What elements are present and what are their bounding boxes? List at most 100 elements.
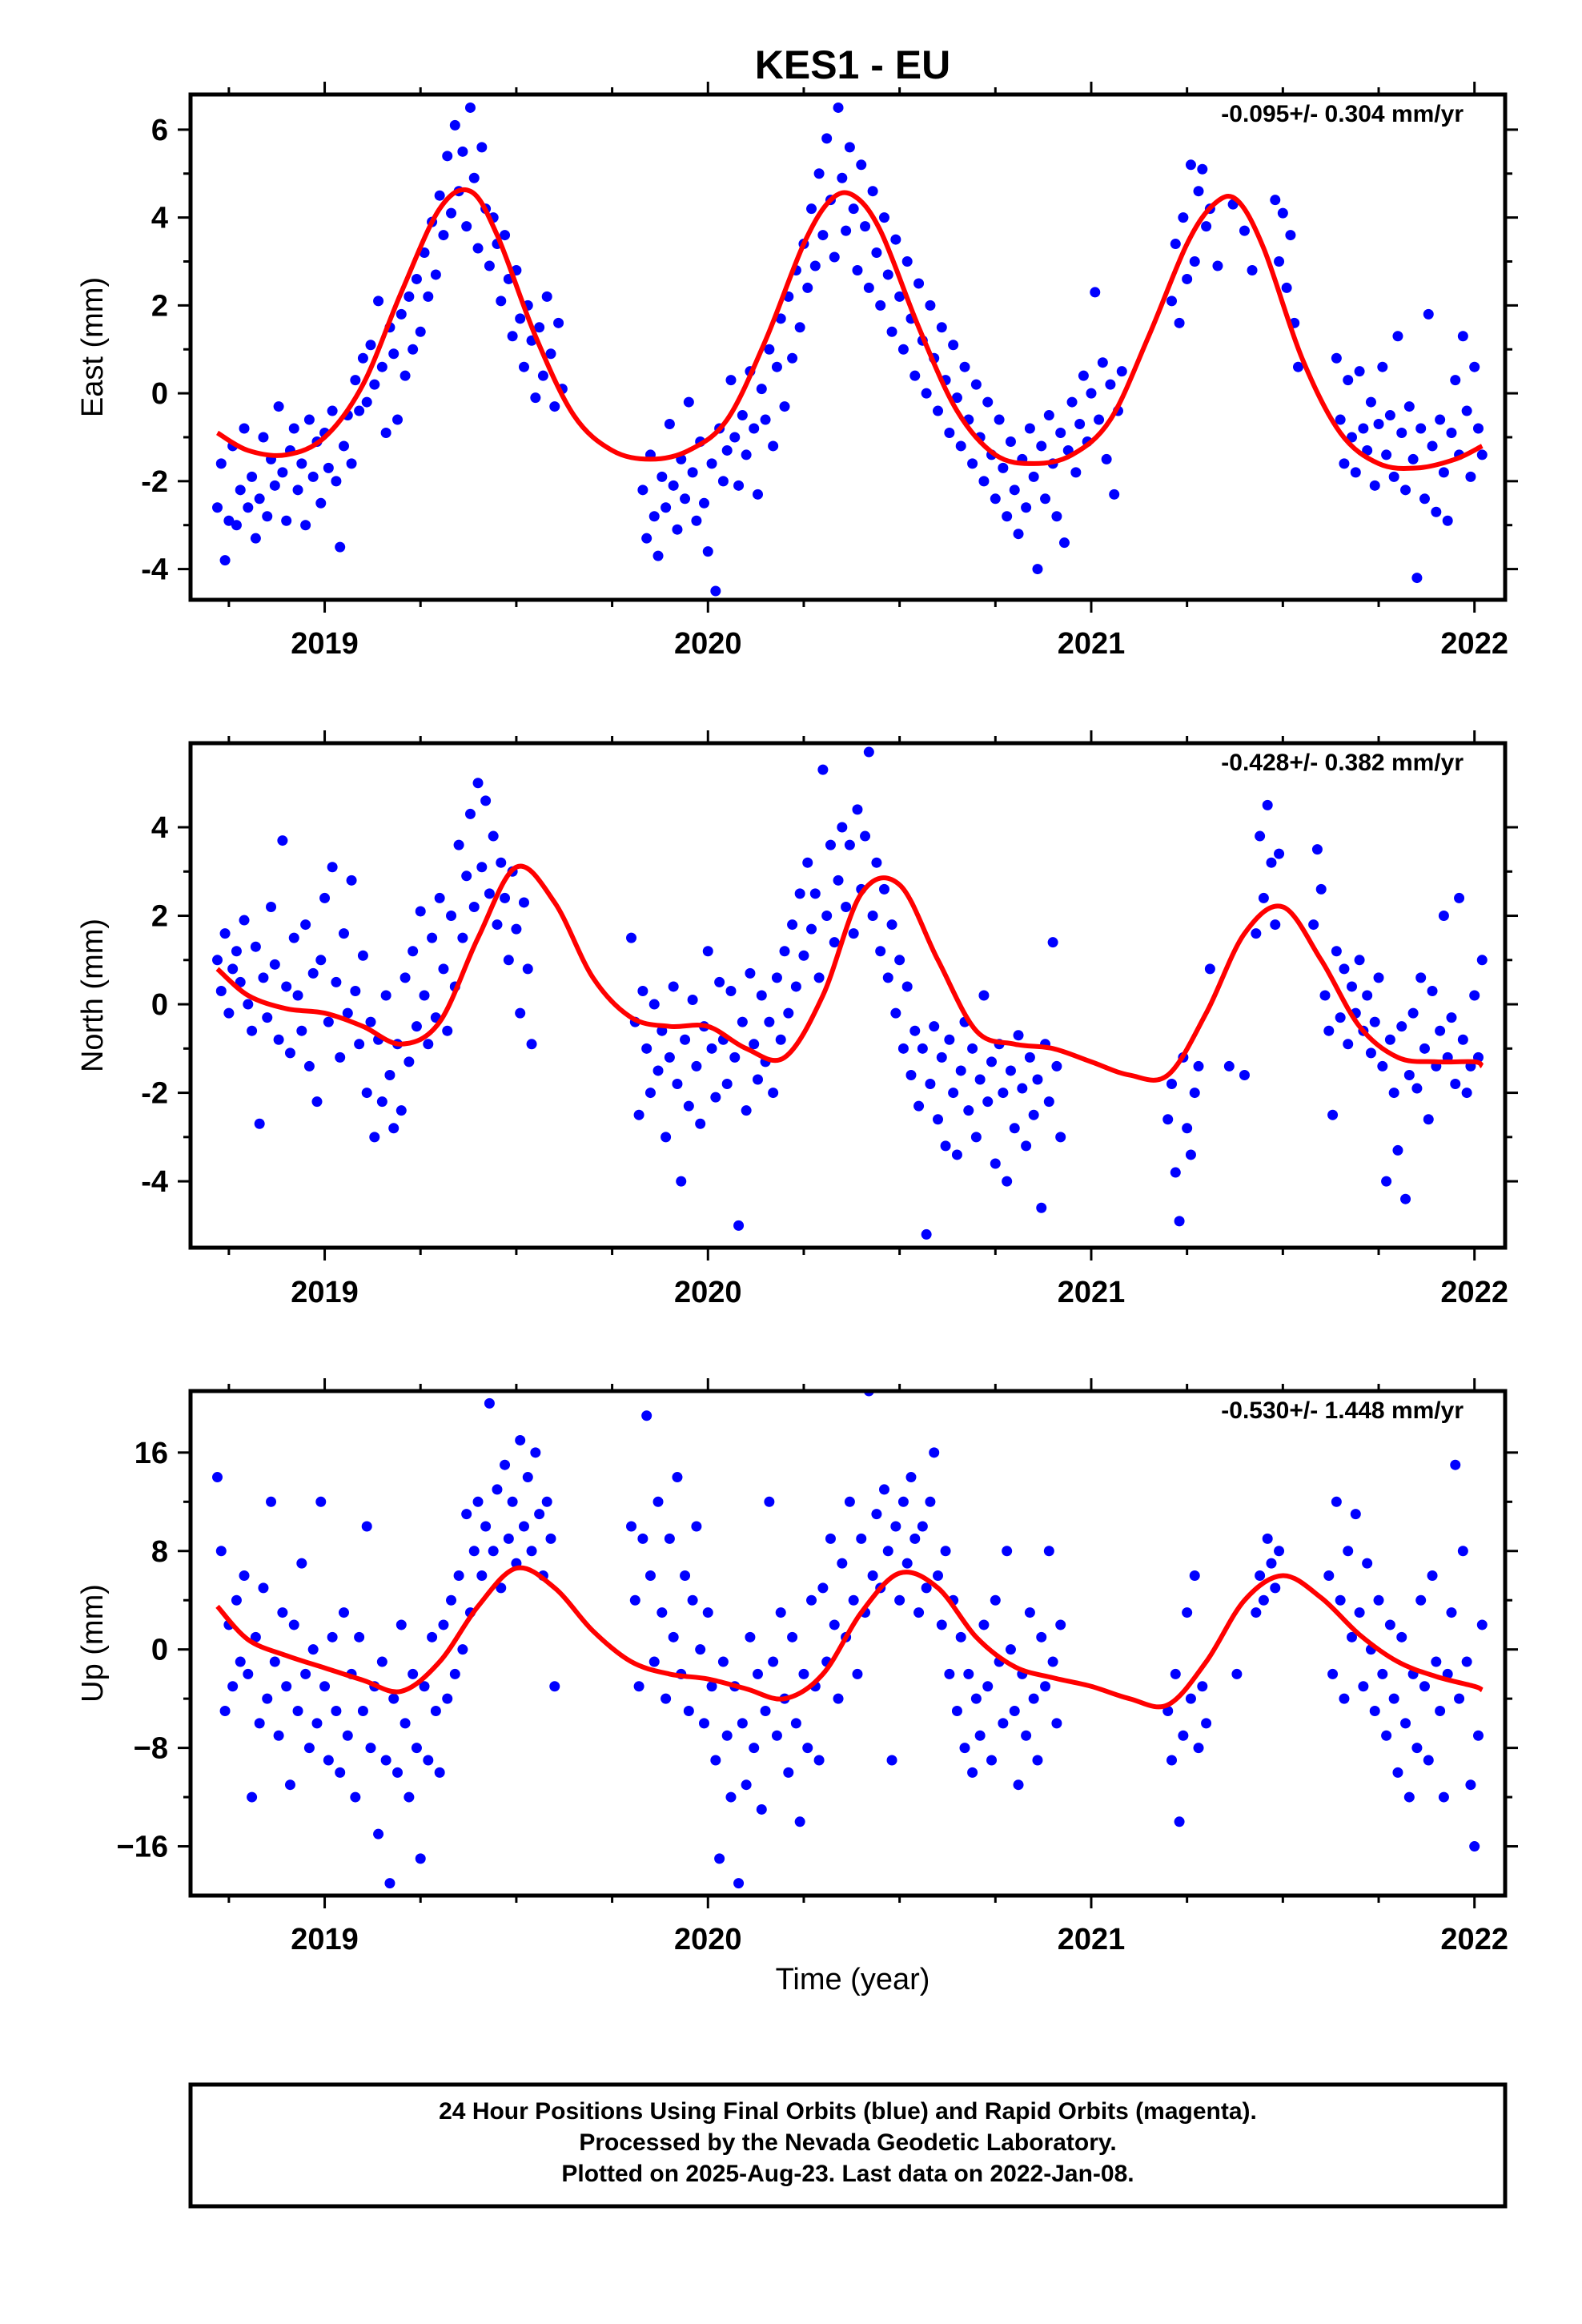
- data-point: [626, 1521, 637, 1532]
- data-point: [1469, 1841, 1480, 1852]
- data-point: [457, 932, 468, 943]
- data-point: [1365, 1047, 1376, 1059]
- data-point: [794, 322, 805, 333]
- data-point: [1362, 990, 1373, 1001]
- data-point: [1354, 955, 1365, 966]
- y-tick-label: 0: [151, 377, 168, 411]
- data-point: [878, 212, 889, 223]
- data-point: [998, 462, 1009, 473]
- data-point: [809, 888, 821, 899]
- data-point: [1347, 981, 1358, 992]
- data-point: [753, 489, 764, 500]
- x-tick-label-2020: 2020: [674, 627, 742, 661]
- data-point: [335, 1767, 346, 1778]
- data-point: [1201, 221, 1212, 232]
- data-point: [1013, 529, 1024, 540]
- data-point: [1174, 1816, 1185, 1827]
- rate-annotation: -0.428+/- 0.382 mm/yr: [1221, 750, 1464, 776]
- data-point: [376, 1656, 387, 1667]
- data-point: [990, 1594, 1001, 1606]
- data-point: [434, 190, 445, 201]
- data-point: [239, 1570, 250, 1581]
- data-point: [1274, 848, 1285, 859]
- data-point: [745, 1631, 756, 1642]
- data-point: [373, 296, 384, 307]
- y-tick-label: -2: [141, 1077, 168, 1111]
- data-point: [1193, 186, 1204, 197]
- data-point: [725, 375, 737, 386]
- data-point: [998, 1718, 1009, 1729]
- data-point: [1193, 1743, 1204, 1754]
- data-point: [802, 857, 813, 868]
- data-point: [1047, 937, 1058, 948]
- data-point: [1331, 352, 1342, 364]
- data-point: [307, 1644, 319, 1655]
- data-point: [411, 273, 422, 284]
- data-point: [1347, 1631, 1358, 1642]
- data-point: [1058, 537, 1070, 549]
- data-point: [897, 1043, 909, 1054]
- data-point: [1116, 366, 1127, 377]
- data-point: [955, 1065, 966, 1076]
- data-point: [798, 1668, 809, 1679]
- data-point: [817, 764, 829, 775]
- data-point: [656, 471, 668, 482]
- data-point: [813, 972, 825, 983]
- model-fit-line: [215, 187, 1484, 471]
- data-point: [376, 361, 387, 372]
- data-point: [695, 1118, 706, 1129]
- footer-line-2: Processed by the Nevada Geodetic Laborat…: [579, 2129, 1116, 2156]
- data-point: [319, 892, 331, 903]
- data-point: [687, 1594, 698, 1606]
- data-point: [841, 901, 852, 912]
- data-point: [354, 1039, 365, 1050]
- data-point: [856, 1533, 867, 1544]
- data-point: [652, 1065, 664, 1076]
- x-tick-label-2019: 2019: [291, 627, 359, 661]
- data-point: [243, 1668, 254, 1679]
- data-point: [273, 401, 284, 412]
- data-point: [787, 352, 798, 364]
- data-point: [411, 1021, 422, 1032]
- data-point: [837, 1558, 848, 1569]
- data-point: [1028, 1109, 1039, 1120]
- data-point: [1315, 883, 1327, 895]
- data-point: [764, 344, 775, 355]
- data-point: [296, 1025, 307, 1036]
- data-point: [549, 401, 560, 412]
- data-point: [1051, 511, 1062, 522]
- data-point: [1469, 990, 1480, 1001]
- data-point: [484, 1397, 495, 1409]
- data-point: [1407, 453, 1419, 464]
- data-point: [901, 981, 913, 992]
- data-point: [664, 419, 675, 430]
- data-point: [710, 1092, 721, 1103]
- data-point: [247, 1025, 258, 1036]
- y-axis-label: East (mm): [76, 277, 110, 417]
- data-point: [227, 1681, 239, 1692]
- data-point: [714, 1853, 725, 1864]
- data-point: [929, 1021, 940, 1032]
- data-point: [369, 379, 380, 390]
- data-point: [809, 260, 821, 271]
- data-point: [262, 1693, 273, 1704]
- data-point: [867, 1570, 878, 1581]
- data-point: [848, 203, 859, 215]
- data-point: [1331, 946, 1342, 957]
- data-point: [503, 1533, 514, 1544]
- data-point: [829, 251, 840, 263]
- data-point: [890, 234, 901, 245]
- data-point: [1457, 1034, 1468, 1045]
- data-point: [860, 830, 871, 842]
- data-point: [1109, 489, 1120, 500]
- data-point: [1335, 1012, 1346, 1023]
- data-point: [484, 888, 495, 899]
- data-point: [710, 585, 721, 597]
- data-point: [921, 388, 932, 399]
- data-point: [668, 480, 679, 491]
- data-point: [986, 1755, 998, 1766]
- data-point: [468, 172, 480, 183]
- data-point: [500, 1459, 511, 1470]
- data-point: [944, 1034, 955, 1045]
- data-point: [1350, 467, 1361, 478]
